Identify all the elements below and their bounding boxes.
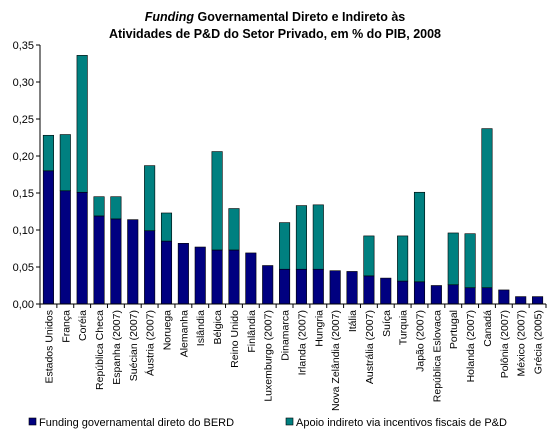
bar-indirect (295, 205, 307, 270)
bar-direct (194, 246, 206, 305)
bar-direct (59, 190, 71, 305)
bar-direct (481, 287, 493, 305)
y-axis: 0,00 0,05 0,10 0,15 0,20 0,25 0,30 0,35 (13, 40, 41, 311)
bar-direct (397, 280, 409, 305)
bar-direct (380, 277, 392, 305)
bar-direct (430, 285, 442, 305)
x-category-label: República Eslovaca (431, 310, 443, 402)
chart-title-emphasis: Funding (145, 10, 195, 24)
x-category-label: Nova Zelândia (2007) (330, 310, 342, 411)
bar-direct (413, 281, 426, 305)
chart-title-line2: Atividades de P&D do Setor Privado, em %… (109, 27, 441, 41)
bar-direct (329, 270, 341, 305)
x-category-label: Turquia (398, 310, 410, 345)
x-category-label: Islândia (195, 310, 207, 346)
bar-indirect (279, 222, 291, 270)
bar-direct (42, 170, 54, 305)
bar-indirect (228, 208, 240, 251)
bar-direct (447, 284, 459, 305)
legend-swatch-direct (28, 417, 37, 426)
x-category-label: Itália (347, 310, 359, 332)
x-category-label: República Checa (94, 310, 106, 390)
bar-indirect (42, 134, 54, 172)
bar-direct (279, 268, 291, 305)
bar-indirect (144, 165, 156, 232)
bar-indirect (481, 128, 493, 289)
x-category-label: Polônia (2007) (499, 310, 511, 378)
bar-indirect (211, 151, 223, 251)
x-category-label: Portugal (448, 310, 460, 349)
x-category-label: Alemanha (178, 310, 190, 357)
bar-direct (346, 271, 358, 305)
x-category-label: Irlanda (2007) (296, 310, 308, 375)
bar-direct (295, 268, 307, 305)
legend-label-direct: Funding governamental direto do BERD (39, 417, 234, 429)
x-category-label: Suíça (381, 310, 393, 337)
bar-direct (110, 218, 122, 305)
plot-area (42, 55, 544, 305)
bar-direct (144, 230, 156, 305)
x-category-label: Suécian (2007) (128, 310, 140, 381)
bar-indirect (464, 233, 476, 289)
x-category-label: Grécia (2005) (533, 310, 545, 374)
bar-direct (532, 296, 544, 305)
y-tick-label: 0,30 (13, 77, 34, 89)
x-category-label: Espanha (2007) (111, 310, 123, 385)
x-category-label: Áustria (2007) (144, 310, 157, 376)
bar-direct (177, 243, 189, 305)
legend: Funding governamental direto do BERD Apo… (28, 417, 507, 429)
x-category-label: Canadá (482, 310, 494, 347)
bar-indirect (76, 55, 88, 193)
x-category-label: México (2007) (516, 310, 528, 377)
y-tick-label: 0,00 (13, 299, 34, 311)
bar-direct (228, 249, 240, 305)
y-tick-label: 0,35 (13, 40, 34, 52)
x-category-label: Austrália (2007) (364, 310, 376, 384)
bar-direct (312, 268, 324, 305)
bar-direct (464, 287, 476, 305)
legend-swatch-indirect (285, 417, 294, 426)
y-tick-label: 0,20 (13, 151, 34, 163)
x-category-label: Reino Unido (229, 310, 241, 368)
x-category-label: Japão (2007) (415, 310, 427, 372)
bar-indirect (110, 196, 122, 220)
x-category-label: Estados Unidos (43, 310, 55, 384)
x-category-label: Coréia (77, 310, 89, 341)
bar-indirect (59, 134, 71, 192)
chart-title-line1: Funding Governamental Direto e Indireto … (145, 10, 406, 24)
x-category-label: Bélgica (212, 310, 224, 345)
y-tick-label: 0,10 (13, 225, 34, 237)
legend-label-indirect: Apoio indireto via incentivos fiscais de… (296, 417, 507, 429)
bar-direct (127, 219, 139, 305)
chart-title-rest: Governamental Direto e Indireto às (194, 10, 405, 24)
x-category-label: Hungria (313, 310, 325, 347)
x-category-label: Dinamarca (280, 310, 292, 361)
bar-direct (498, 289, 510, 305)
bar-direct (160, 240, 173, 305)
x-category-label: França (60, 310, 72, 343)
bar-indirect (93, 196, 105, 217)
bar-direct (93, 215, 105, 305)
bar-direct (245, 252, 257, 305)
bar-direct (262, 265, 274, 305)
x-category-label: Luxemburgo (2007) (263, 310, 275, 402)
y-tick-label: 0,05 (13, 262, 34, 274)
bar-indirect (312, 204, 324, 270)
bar-indirect (160, 212, 173, 242)
bar-direct (76, 191, 88, 305)
y-tick-label: 0,15 (13, 188, 34, 200)
bar-indirect (447, 232, 459, 286)
x-category-label: Holanda (2007) (465, 310, 477, 382)
bar-indirect (363, 235, 375, 277)
bar-direct (211, 249, 223, 305)
x-category-label: Noruega (162, 310, 174, 350)
bar-indirect (397, 235, 409, 282)
y-tick-label: 0,25 (13, 114, 34, 126)
x-axis: Estados Unidos França Coréia República Chec… (39, 303, 547, 411)
bar-direct (515, 296, 527, 305)
bar-direct (363, 275, 375, 305)
bar-indirect (413, 191, 426, 283)
x-category-label: Finlândia (246, 310, 258, 353)
